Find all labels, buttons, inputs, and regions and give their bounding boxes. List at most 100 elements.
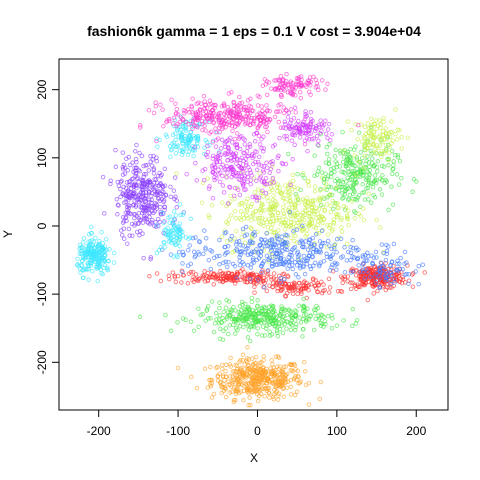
data-point (143, 171, 149, 177)
data-point (162, 240, 167, 246)
data-point (235, 327, 240, 333)
data-point (263, 190, 269, 196)
data-point (331, 221, 337, 226)
data-point (212, 165, 218, 171)
data-point (223, 362, 229, 368)
data-point (310, 250, 316, 255)
data-point (240, 382, 245, 387)
data-point (221, 121, 227, 126)
data-point (228, 167, 234, 173)
data-point (277, 85, 282, 91)
data-point (156, 248, 162, 253)
data-point (174, 205, 179, 210)
data-point (240, 180, 245, 185)
data-point (254, 198, 260, 203)
data-point (108, 181, 113, 187)
data-point (188, 216, 194, 222)
data-point (122, 200, 127, 205)
data-point (364, 139, 369, 144)
data-point (238, 252, 243, 258)
data-point (287, 209, 293, 215)
data-point (233, 397, 238, 403)
data-point (322, 240, 327, 246)
data-point (323, 87, 328, 92)
data-point (148, 256, 153, 262)
data-point (103, 236, 109, 242)
data-point (99, 229, 104, 235)
data-point (244, 209, 250, 214)
data-point (300, 197, 306, 202)
data-point (278, 191, 284, 196)
data-point (218, 269, 223, 274)
data-point (146, 210, 152, 216)
data-point (321, 216, 326, 221)
data-point (170, 270, 176, 275)
data-point (360, 261, 366, 267)
chart-title: fashion6k gamma = 1 eps = 0.1 V cost = 3… (87, 23, 421, 39)
data-point (377, 285, 383, 291)
data-point (180, 123, 186, 129)
data-point (245, 98, 251, 103)
data-point (86, 239, 91, 244)
data-point (225, 105, 231, 110)
data-point (132, 165, 137, 171)
data-point (113, 164, 119, 170)
data-point (80, 275, 86, 281)
data-point (245, 367, 250, 372)
data-point (339, 169, 344, 174)
data-point (302, 217, 307, 223)
data-point (267, 395, 272, 400)
data-point (149, 163, 155, 168)
data-point (290, 172, 295, 178)
data-point (217, 313, 223, 318)
data-point (297, 265, 303, 271)
data-point (180, 141, 186, 147)
data-point (164, 134, 170, 140)
data-point (314, 133, 320, 139)
data-point (237, 359, 242, 365)
data-point (227, 110, 233, 116)
data-point (217, 129, 222, 135)
data-point (377, 267, 383, 273)
data-point (228, 355, 233, 361)
data-point (335, 205, 340, 210)
data-point (285, 151, 291, 157)
data-point (234, 377, 240, 382)
data-point (300, 258, 305, 263)
data-point (169, 240, 174, 246)
data-point (235, 121, 240, 126)
data-point (275, 184, 280, 189)
data-point (367, 164, 372, 169)
data-point (119, 232, 125, 238)
data-point (340, 129, 345, 135)
data-point (187, 243, 192, 248)
data-point (303, 109, 308, 114)
data-point (378, 225, 383, 230)
data-point (273, 109, 279, 115)
data-point (203, 109, 209, 114)
data-point (288, 249, 294, 255)
data-point (127, 162, 133, 168)
data-point (177, 202, 183, 207)
data-point (328, 184, 334, 190)
data-point (306, 128, 312, 134)
y-axis: -200 -100 0 100 200 (35, 79, 60, 374)
data-point (384, 275, 389, 281)
data-point (234, 228, 239, 234)
data-point (356, 159, 361, 165)
data-point (229, 389, 235, 395)
data-point (283, 364, 289, 369)
data-point (236, 239, 242, 244)
data-point (223, 368, 228, 374)
data-point (211, 121, 216, 126)
data-point (96, 251, 102, 256)
data-point (348, 250, 354, 256)
data-point (293, 324, 298, 330)
data-point (288, 235, 294, 240)
data-point (284, 319, 289, 324)
data-point (211, 255, 217, 261)
data-point (319, 290, 325, 296)
data-point (272, 373, 278, 378)
data-point (317, 197, 322, 202)
data-point (206, 257, 212, 263)
